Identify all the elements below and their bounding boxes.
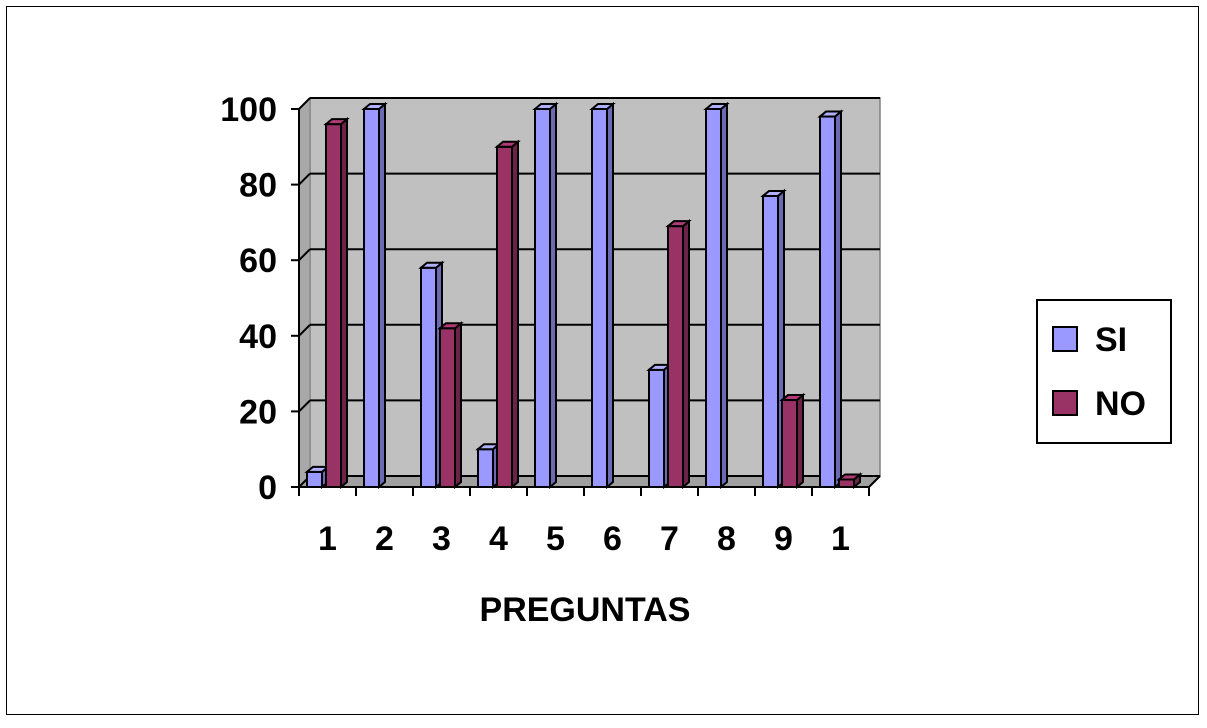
x-tick-label: 4 bbox=[489, 520, 508, 558]
gridline-diagonal bbox=[298, 399, 311, 413]
gridline-diagonal bbox=[298, 97, 311, 110]
bar-si-9 bbox=[760, 188, 787, 490]
x-tick-label: 1 bbox=[831, 520, 850, 558]
bar-front bbox=[363, 108, 380, 488]
bar-front bbox=[439, 327, 456, 488]
x-axis-depth bbox=[868, 475, 881, 488]
gridline-diagonal bbox=[298, 248, 311, 261]
y-tick-label: 20 bbox=[239, 393, 277, 431]
x-tick-label: 6 bbox=[603, 520, 622, 558]
x-tick-label: 8 bbox=[717, 520, 736, 558]
axes bbox=[291, 108, 881, 496]
bar-si-1 bbox=[304, 464, 331, 490]
y-tick-label: 60 bbox=[239, 242, 277, 280]
bar-no-7 bbox=[665, 219, 692, 490]
x-tick-label: 5 bbox=[546, 520, 565, 558]
y-tick-label: 100 bbox=[220, 91, 277, 129]
bar-no-1 bbox=[323, 116, 350, 490]
bar-top bbox=[760, 189, 787, 197]
x-tick-label: 1 bbox=[318, 520, 337, 558]
bar-top bbox=[361, 103, 388, 110]
bar-front bbox=[496, 145, 513, 489]
bar-top bbox=[589, 103, 616, 110]
legend-label-no: NO bbox=[1095, 385, 1146, 423]
bar-top bbox=[418, 261, 445, 269]
bar-front bbox=[762, 194, 779, 488]
bar-si-10 bbox=[817, 109, 844, 490]
bar-side bbox=[511, 139, 519, 490]
bar-no-3 bbox=[437, 321, 464, 490]
bar-side bbox=[454, 321, 462, 490]
y-tick-label: 0 bbox=[258, 469, 277, 507]
bar-front bbox=[325, 123, 342, 489]
x-tick-label: 9 bbox=[774, 520, 793, 558]
bar-front bbox=[838, 478, 855, 489]
bar-side bbox=[340, 116, 348, 490]
bar-no-10 bbox=[836, 472, 863, 490]
legend-swatch-si bbox=[1052, 326, 1078, 352]
legend-box bbox=[1036, 299, 1172, 444]
bar-front bbox=[819, 115, 836, 488]
bar-side bbox=[682, 219, 690, 490]
bar-top bbox=[532, 103, 559, 110]
x-tick-label: 7 bbox=[660, 520, 679, 558]
bar-front bbox=[705, 108, 722, 488]
bar-si-6 bbox=[589, 101, 616, 490]
bar-top bbox=[494, 140, 521, 148]
bar-si-3 bbox=[418, 260, 445, 490]
bar-top bbox=[779, 394, 806, 402]
bar-top bbox=[665, 220, 692, 228]
bar-side bbox=[549, 101, 557, 490]
bar-top bbox=[817, 110, 844, 118]
legend-label-si: SI bbox=[1095, 321, 1127, 359]
bar-front bbox=[781, 399, 798, 488]
bar-front bbox=[534, 108, 551, 488]
gridline-diagonal bbox=[298, 172, 311, 186]
bar-side bbox=[834, 109, 842, 490]
bar-si-5 bbox=[532, 101, 559, 490]
bar-front bbox=[477, 448, 494, 489]
x-tick-label: 2 bbox=[375, 520, 394, 558]
y-tick-labels: 0 20 40 60 80 100 bbox=[220, 91, 277, 507]
bar-front bbox=[648, 368, 665, 489]
bars bbox=[304, 101, 863, 490]
gridline-diagonal bbox=[298, 324, 311, 337]
bar-top bbox=[703, 103, 730, 110]
bar-side bbox=[378, 101, 386, 490]
bar-side bbox=[606, 101, 614, 490]
x-axis-label: PREGUNTAS bbox=[480, 591, 691, 629]
legend-swatch-no bbox=[1052, 390, 1078, 416]
bar-top bbox=[437, 322, 464, 330]
y-tick-label: 40 bbox=[239, 318, 277, 356]
bar-si-2 bbox=[361, 101, 388, 490]
bar-no-9 bbox=[779, 392, 806, 490]
bar-si-7 bbox=[646, 362, 673, 490]
bar-si-4 bbox=[475, 442, 502, 490]
plot-side-wall bbox=[298, 96, 311, 489]
bar-top bbox=[323, 118, 350, 126]
bar-si-8 bbox=[703, 101, 730, 490]
x-tick-label: 3 bbox=[432, 520, 451, 558]
legend: SI NO bbox=[1036, 299, 1172, 444]
y-tick-label: 80 bbox=[239, 167, 277, 205]
bar-top bbox=[836, 473, 863, 481]
bar-front bbox=[306, 470, 323, 489]
bar-front bbox=[591, 108, 608, 488]
bar-no-4 bbox=[494, 139, 521, 490]
bar-front bbox=[420, 266, 437, 489]
bar-side bbox=[796, 392, 804, 490]
bar-front bbox=[667, 225, 684, 488]
bar-side bbox=[720, 101, 728, 490]
